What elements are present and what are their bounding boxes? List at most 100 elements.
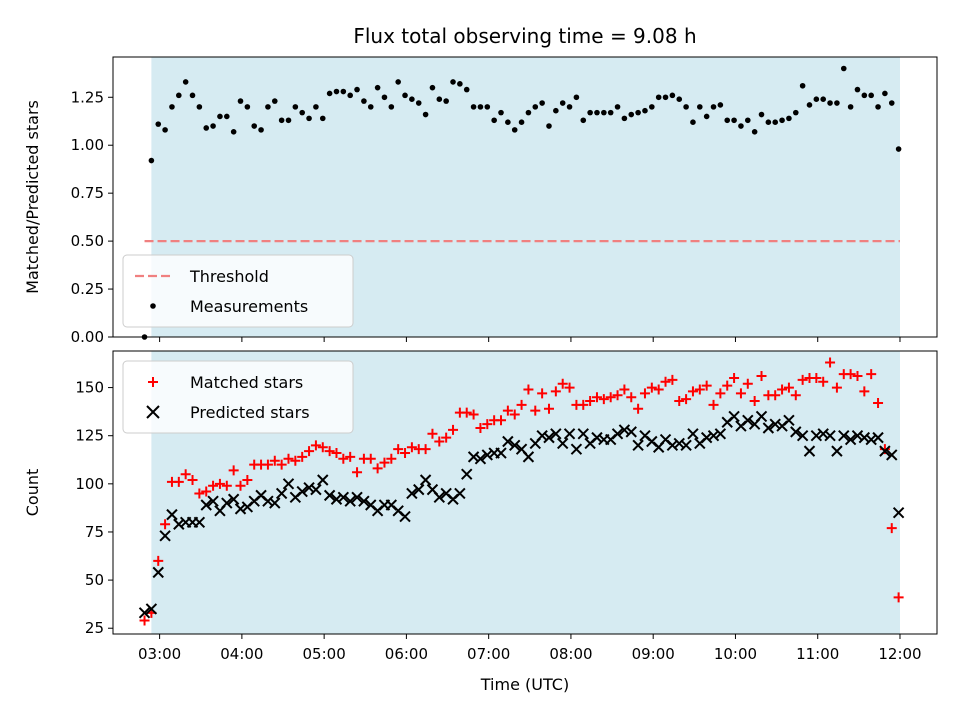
data-point xyxy=(283,453,294,464)
data-point xyxy=(173,518,185,530)
data-point xyxy=(751,128,758,135)
data-point xyxy=(868,92,874,99)
data-point xyxy=(381,94,388,101)
x-tick-label: 08:00 xyxy=(549,645,592,663)
data-point xyxy=(563,428,576,440)
data-point xyxy=(509,439,521,452)
data-point xyxy=(214,478,225,489)
data-point xyxy=(262,495,274,507)
data-point xyxy=(735,388,746,399)
data-point xyxy=(783,414,795,427)
bottom-subplot: 25 50 75 100 125 150 03:00 04:00 05:00 06:00 07:00… xyxy=(23,350,938,663)
data-point xyxy=(840,65,847,72)
data-point xyxy=(639,388,650,399)
data-point xyxy=(427,428,438,439)
data-point xyxy=(845,369,856,380)
chart-title: Flux total observing time = 9.08 h xyxy=(353,24,696,48)
data-point xyxy=(669,92,676,99)
data-point xyxy=(847,104,854,110)
data-point xyxy=(221,497,233,509)
data-point xyxy=(145,603,158,615)
data-point xyxy=(475,423,486,434)
data-point xyxy=(655,94,662,101)
data-point xyxy=(892,507,905,519)
legend-x-marker xyxy=(146,405,160,419)
data-point xyxy=(436,96,443,102)
data-point xyxy=(303,481,315,494)
data-point xyxy=(317,474,329,486)
data-point xyxy=(676,96,683,102)
data-point xyxy=(714,428,727,440)
data-point xyxy=(687,386,698,397)
data-point xyxy=(310,483,322,496)
data-point xyxy=(443,98,449,104)
data-point xyxy=(707,429,720,442)
data-point xyxy=(765,119,772,126)
series-matched-stars xyxy=(139,357,904,626)
data-point xyxy=(285,117,292,124)
data-point xyxy=(564,382,575,393)
data-point xyxy=(893,592,904,603)
x-tick-label: 07:00 xyxy=(467,645,510,663)
data-point xyxy=(269,455,280,466)
data-point xyxy=(872,431,884,444)
data-point xyxy=(715,388,726,399)
data-point xyxy=(395,79,401,85)
data-point xyxy=(467,451,480,463)
data-point xyxy=(653,384,664,395)
data-point xyxy=(358,495,370,507)
data-point xyxy=(242,474,253,485)
data-point xyxy=(415,100,422,106)
data-point xyxy=(441,432,452,443)
data-point xyxy=(611,428,624,440)
data-point xyxy=(187,474,198,485)
data-point xyxy=(402,92,408,99)
data-point xyxy=(496,415,507,426)
legend-box xyxy=(122,360,354,434)
axes-frame xyxy=(112,56,938,338)
data-point xyxy=(666,439,679,452)
y-tick-label: 0.75 xyxy=(71,184,104,202)
data-point xyxy=(697,104,703,110)
data-point xyxy=(365,453,376,464)
data-point xyxy=(228,465,239,476)
data-point xyxy=(566,104,573,110)
data-point xyxy=(304,446,315,457)
data-point xyxy=(251,123,258,129)
data-point xyxy=(700,431,713,444)
y-tick-label: 150 xyxy=(75,379,104,397)
x-tick-label: 10:00 xyxy=(714,645,757,663)
data-point xyxy=(749,396,760,407)
data-point xyxy=(317,442,328,453)
data-point xyxy=(419,474,432,486)
data-point xyxy=(505,119,511,126)
data-point xyxy=(790,426,802,438)
y-tick-label: 0.25 xyxy=(71,280,104,298)
data-point xyxy=(865,433,877,446)
data-point xyxy=(601,109,607,116)
x-tick-label: 06:00 xyxy=(385,645,428,663)
data-point xyxy=(820,96,827,102)
data-point xyxy=(237,98,244,104)
legend-plus-marker xyxy=(148,377,158,387)
data-point xyxy=(824,429,836,442)
data-point xyxy=(642,107,648,114)
data-point xyxy=(861,92,868,99)
data-point xyxy=(379,457,390,468)
data-point xyxy=(299,109,306,116)
data-point xyxy=(744,117,751,124)
data-point xyxy=(662,94,669,101)
data-point xyxy=(306,115,312,122)
data-point xyxy=(779,117,785,124)
data-point xyxy=(681,394,692,405)
data-point xyxy=(207,495,219,507)
data-point xyxy=(400,448,411,459)
data-point xyxy=(482,419,493,430)
data-point xyxy=(518,119,525,126)
data-point xyxy=(742,414,754,427)
data-point xyxy=(258,127,264,133)
data-point xyxy=(553,107,559,114)
data-point xyxy=(210,123,216,129)
data-point xyxy=(511,127,518,133)
data-point xyxy=(399,510,411,523)
